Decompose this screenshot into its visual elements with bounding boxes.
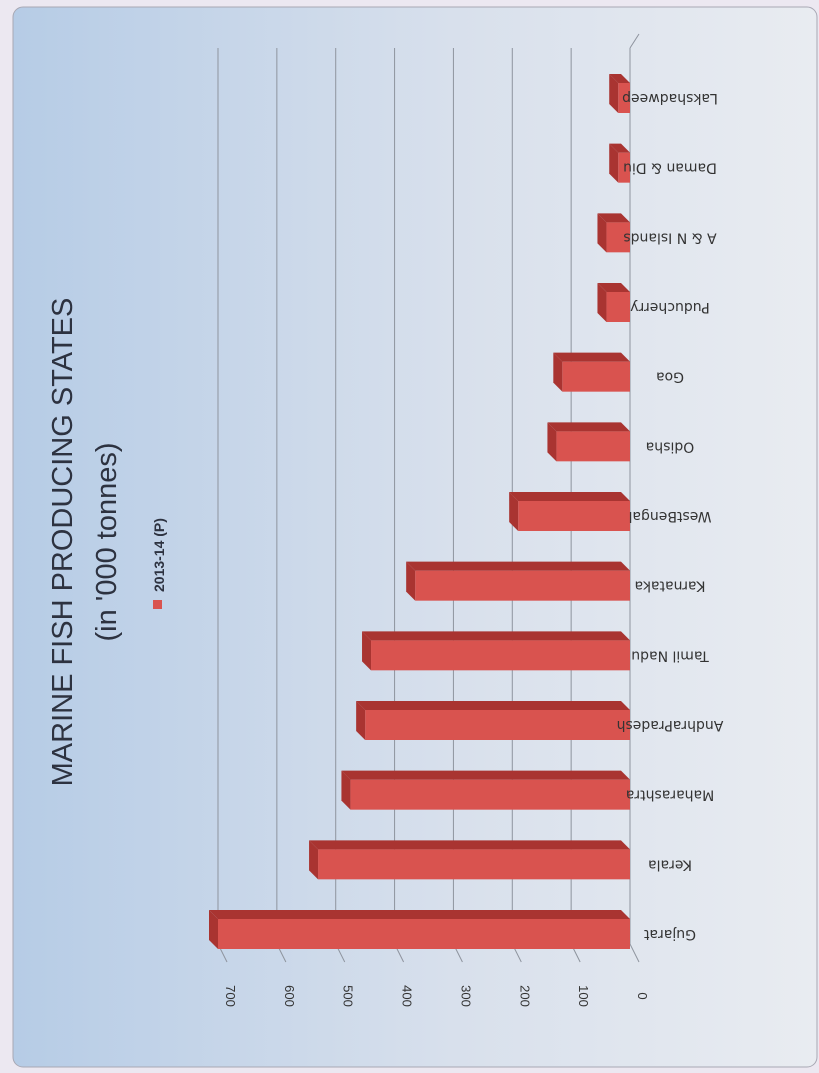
y-tick-label: 300 bbox=[458, 985, 473, 1007]
category-label: Maharashtra bbox=[626, 787, 714, 803]
gridline-floor bbox=[629, 943, 640, 963]
legend-label: 2013-14 (P) bbox=[151, 518, 167, 592]
bar-front bbox=[350, 779, 630, 810]
category-label: WestBengal bbox=[629, 508, 712, 524]
category-label: Lakshadweep bbox=[622, 90, 718, 106]
bar bbox=[406, 561, 630, 601]
bar-side bbox=[509, 492, 630, 501]
chart-subtitle: (in '000 tonnes) bbox=[91, 443, 123, 642]
bar-cap bbox=[553, 352, 563, 392]
bar-front bbox=[556, 431, 630, 462]
bar-cap bbox=[597, 213, 607, 253]
category-label: Kerala bbox=[648, 856, 692, 872]
bar-front bbox=[365, 710, 630, 740]
bar bbox=[609, 143, 630, 183]
axis-corner bbox=[629, 33, 640, 49]
y-tick-label: 400 bbox=[400, 985, 415, 1007]
legend-swatch bbox=[153, 600, 162, 609]
bar-front bbox=[371, 640, 630, 671]
bar-front bbox=[618, 83, 630, 113]
bar-cap bbox=[209, 910, 218, 949]
bar-cap bbox=[597, 283, 607, 322]
category-label: Karnataka bbox=[635, 578, 706, 594]
bar bbox=[341, 770, 630, 810]
bar-side bbox=[597, 283, 630, 292]
bar bbox=[209, 910, 630, 949]
bar-cap bbox=[406, 561, 416, 601]
category-label: Goa bbox=[656, 369, 684, 385]
y-tick-labels: 0 100 200 300 400 500 600 700 bbox=[223, 985, 650, 1007]
category-label: Tamil Nadu bbox=[631, 647, 710, 663]
bar-side bbox=[609, 74, 630, 83]
bar-cap bbox=[509, 492, 519, 531]
category-label: Odisha bbox=[646, 438, 695, 454]
bar-side bbox=[547, 422, 630, 432]
bar-cap bbox=[341, 770, 351, 810]
bar bbox=[597, 213, 630, 253]
bar-side bbox=[597, 213, 630, 223]
bar-front bbox=[618, 152, 630, 183]
bar-cap bbox=[362, 631, 372, 671]
bar bbox=[547, 422, 630, 462]
bar-cap bbox=[609, 74, 619, 113]
category-label: Puducherry bbox=[630, 299, 710, 315]
bar bbox=[553, 352, 630, 392]
y-tick-label: 600 bbox=[282, 985, 297, 1007]
y-tick-label: 0 bbox=[635, 992, 650, 999]
bar-side bbox=[341, 770, 630, 780]
bar bbox=[597, 283, 630, 322]
bar bbox=[509, 492, 630, 531]
category-label: A & N Islands bbox=[623, 229, 716, 245]
bar-front bbox=[218, 919, 630, 949]
bar-front bbox=[518, 501, 630, 531]
category-label: Daman & Diu bbox=[623, 160, 717, 176]
bar bbox=[362, 631, 630, 671]
bar-front bbox=[318, 849, 630, 880]
bar-cap bbox=[309, 840, 319, 880]
y-tick-label: 100 bbox=[576, 985, 591, 1007]
bar-side bbox=[609, 143, 630, 153]
bar-front bbox=[562, 361, 630, 392]
bar-side bbox=[553, 352, 630, 362]
chart-svg: 0 100 200 300 400 500 600 700 Gujarat Kerala Maha… bbox=[12, 6, 818, 1068]
category-label: Gujarat bbox=[643, 926, 696, 942]
bar-side bbox=[356, 701, 630, 710]
bar bbox=[609, 74, 630, 113]
y-tick-label: 200 bbox=[517, 985, 532, 1007]
bar-cap bbox=[547, 422, 557, 462]
category-label: AndhraPradesh bbox=[617, 717, 724, 733]
bar-side bbox=[309, 840, 630, 850]
chart-title: MARINE FISH PRODUCING STATES bbox=[47, 298, 79, 787]
bar-side bbox=[209, 910, 630, 919]
bars-layer bbox=[209, 74, 630, 949]
bar-side bbox=[362, 631, 630, 641]
bar-front bbox=[415, 570, 630, 601]
bar-cap bbox=[609, 143, 619, 183]
y-tick-label: 700 bbox=[223, 985, 238, 1007]
bar bbox=[309, 840, 630, 880]
chart-frame: 0 100 200 300 400 500 600 700 Gujarat Kerala Maha… bbox=[12, 6, 818, 1068]
bar-front bbox=[606, 222, 630, 253]
category-labels: Gujarat Kerala Maharashtra AndhraPradesh Tam… bbox=[617, 90, 724, 942]
bar bbox=[356, 701, 630, 740]
bar-cap bbox=[356, 701, 366, 740]
bar-front bbox=[606, 292, 630, 322]
bar-side bbox=[406, 561, 630, 571]
y-tick-label: 500 bbox=[341, 985, 356, 1007]
